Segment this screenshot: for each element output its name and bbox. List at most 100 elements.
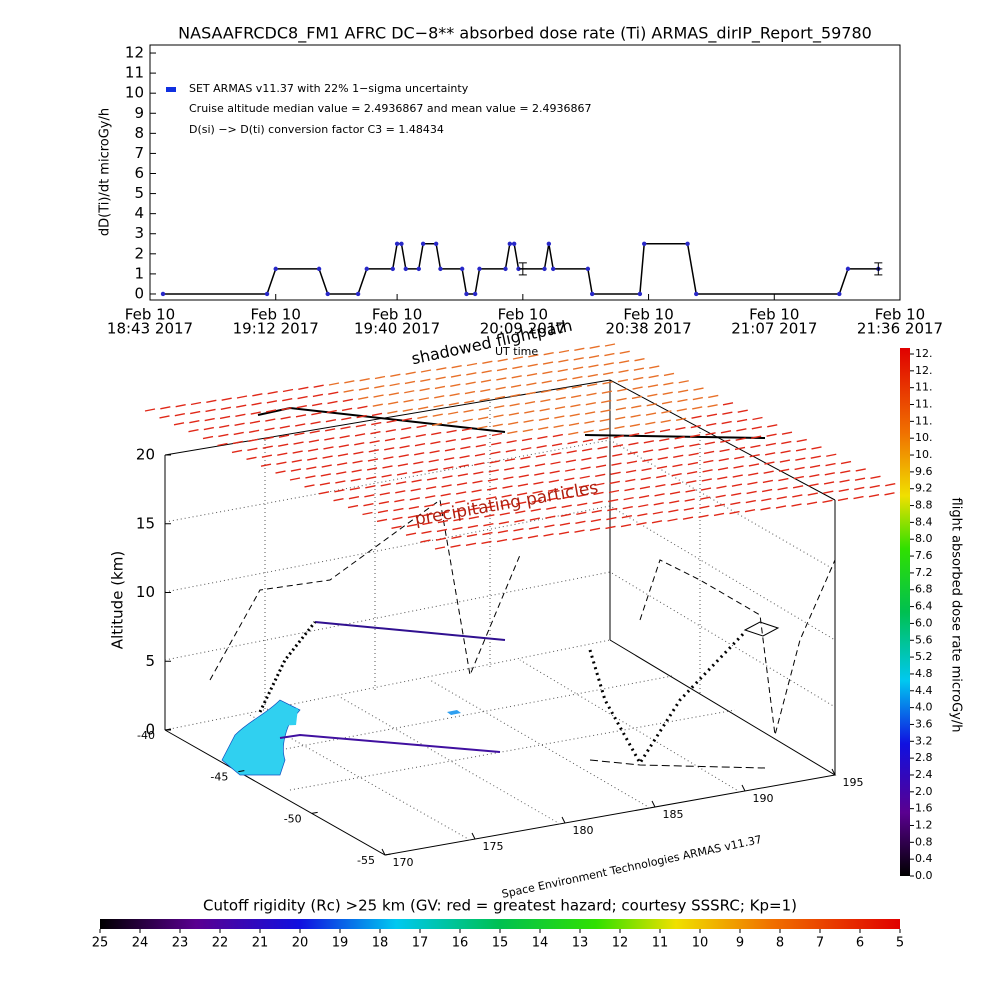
annotation: UT time (495, 345, 538, 358)
data-point (511, 241, 517, 246)
particle-dash (486, 487, 498, 491)
particle-dash (528, 354, 539, 358)
particle-dash (451, 535, 462, 540)
particle-dash (400, 435, 411, 440)
particle-dash (675, 417, 687, 421)
particle-dash (442, 475, 453, 479)
particle-dash (492, 423, 503, 427)
particle-dash (547, 488, 559, 492)
particle-dash (552, 433, 563, 438)
particle-dash (456, 491, 467, 495)
particle-dash (367, 458, 379, 462)
particle-dash (469, 507, 480, 511)
particle-dash (527, 363, 538, 367)
particle-dash (629, 423, 641, 428)
particle-dash (289, 477, 301, 481)
legend-entry: SET ARMAS v11.37 with 22% 1−sigma uncert… (189, 82, 469, 95)
particle-dash (608, 489, 620, 494)
particle-dash (248, 429, 260, 433)
particle-dash (606, 516, 617, 521)
colorbar-tick-label: 1.6 (915, 802, 933, 815)
particle-dash (448, 402, 460, 406)
particle-dash (781, 440, 792, 445)
particle-dash (519, 465, 530, 469)
particle-dash (564, 477, 575, 481)
particle-dash (520, 456, 531, 460)
particle-dash (497, 530, 509, 534)
x-tick-label: Feb 10 (623, 306, 673, 324)
particle-dash (791, 503, 802, 507)
particle-dash (354, 442, 365, 446)
particle-dash (749, 454, 760, 458)
particle-dash (765, 452, 776, 456)
particle-dash (625, 478, 636, 483)
particle-dash (496, 377, 507, 381)
particle-dash (571, 385, 582, 389)
particle-dash (408, 505, 420, 510)
data-point (685, 241, 690, 246)
particle-dash (745, 499, 756, 504)
particle-dash (631, 405, 642, 409)
colorbar-tick-label: 5 (896, 936, 904, 951)
particle-dash (426, 477, 438, 481)
colorbar-tick-label: 13 (572, 936, 589, 951)
particle-dash (447, 411, 459, 415)
particle-dash (809, 464, 821, 469)
particle-dash (853, 495, 864, 500)
particle-dash (531, 499, 542, 503)
particle-dash (748, 472, 759, 476)
particle-dash (573, 357, 584, 361)
particle-dash (476, 434, 487, 439)
particle-dash (420, 539, 431, 543)
particle-dash (673, 445, 685, 449)
particle-dash (622, 505, 633, 510)
particle-dash (354, 433, 366, 437)
particle-dash (564, 468, 576, 472)
particle-dash (671, 472, 682, 477)
data-point (503, 266, 508, 272)
particle-dash (349, 487, 361, 491)
colorbar-tick-label: 2.0 (915, 785, 933, 798)
particle-dash (577, 493, 589, 498)
particle-dash (250, 411, 261, 415)
particle-dash (340, 426, 351, 430)
z-tick-label: 5 (145, 652, 155, 670)
particle-dash (568, 431, 579, 436)
particle-dash (320, 473, 331, 477)
x-tick-label: 20:09 2017 (480, 320, 566, 338)
particle-dash (362, 511, 373, 516)
particle-dash (648, 374, 659, 379)
particle-dash (318, 491, 330, 495)
particle-dash (837, 497, 849, 502)
particle-dash (278, 443, 289, 447)
particle-dash (777, 486, 788, 491)
particle-dash (306, 466, 317, 470)
particle-dash (657, 456, 668, 460)
x-tick-label: Feb 10 (875, 306, 925, 324)
particle-dash (685, 489, 696, 493)
particle-dash (450, 374, 462, 378)
particle-dash (644, 430, 655, 435)
particle-dash (731, 483, 743, 487)
particle-dash (733, 465, 744, 469)
colorbar-tick-label: 8.4 (915, 515, 933, 528)
particle-dash (411, 479, 422, 483)
particle-dash (380, 483, 391, 487)
particle-dash (686, 480, 697, 484)
particle-dash (328, 391, 339, 395)
particle-dash (372, 403, 383, 407)
particle-dash (455, 500, 466, 504)
particle-dash (491, 432, 503, 437)
particle-dash (654, 493, 665, 497)
particle-dash (399, 445, 410, 449)
particle-dash (580, 466, 591, 470)
y-axis-label: dD(Ti)/dt microGy/h (98, 108, 113, 236)
particle-dash (722, 402, 734, 406)
particle-dash (144, 408, 156, 412)
x-tick (471, 832, 476, 840)
annotation: Space Environment Technologies ARMAS v11… (501, 833, 763, 901)
particle-dash (281, 407, 292, 411)
particle-dash (658, 447, 669, 451)
particle-dash (534, 472, 545, 476)
